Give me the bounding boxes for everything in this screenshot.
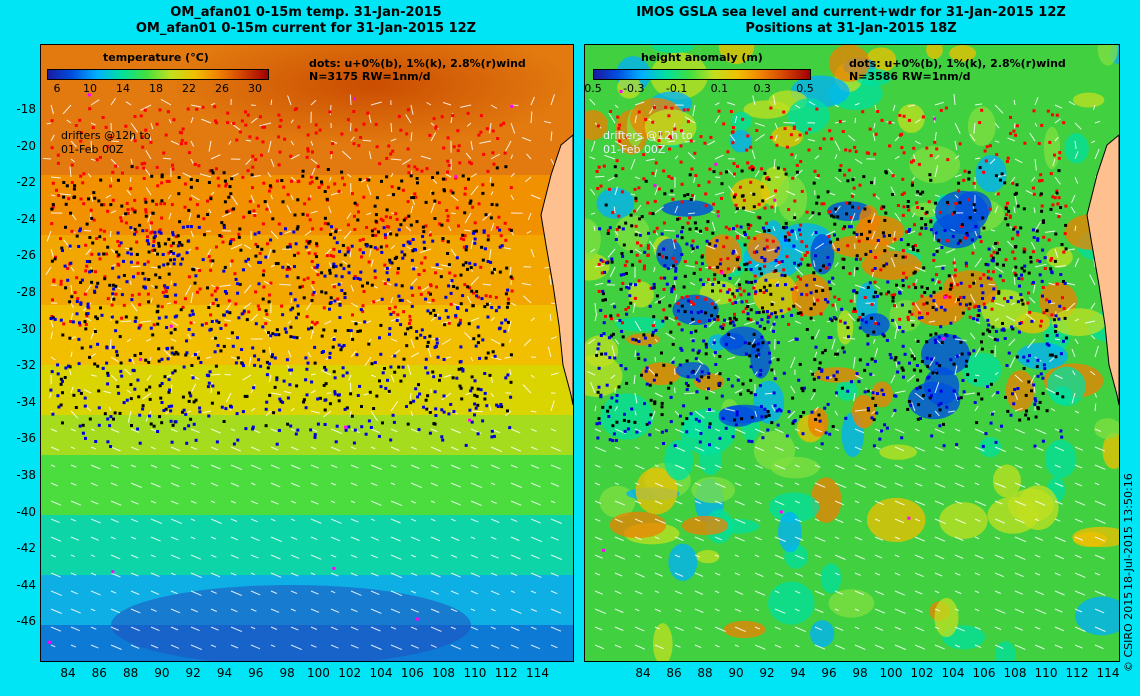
temperature-tick-label: 30	[248, 82, 262, 95]
longitude-tick-label: 106	[972, 666, 996, 680]
temperature-map-panel[interactable]: temperature (°C) 6 10 14 18 22 26 30 dots: u+0…	[40, 44, 574, 662]
longitude-tick-label: 112	[494, 666, 518, 680]
right-drifters-line1: drifters @12h to	[603, 129, 693, 142]
longitude-tick-label: 100	[306, 666, 330, 680]
left-drifters-line2: 01-Feb 00Z	[61, 143, 124, 156]
height-tick-label: -0.1	[665, 82, 688, 95]
longitude-tick-label: 104	[941, 666, 965, 680]
longitude-tick-label: 86	[666, 666, 682, 680]
right-title-line2: Positions at 31-Jan-2015 18Z	[745, 21, 957, 36]
temperature-tick-label: 18	[149, 82, 163, 95]
latitude-tick-label: -22	[16, 175, 36, 190]
right-count-text: N=3586 RW=1nm/d	[849, 70, 971, 83]
longitude-tick-label: 102	[338, 666, 362, 680]
left-dots-legend: dots: u+0%(b), 1%(k), 2.8%(r)wind	[309, 57, 526, 70]
longitude-tick-label: 106	[400, 666, 424, 680]
latitude-tick-label: -30	[16, 321, 36, 336]
longitude-tick-label: 88	[697, 666, 713, 680]
longitude-tick-label: 88	[122, 666, 139, 680]
longitude-tick-label: 110	[463, 666, 487, 680]
latitude-tick-label: -36	[16, 431, 36, 446]
latitude-tick-label: -38	[16, 468, 36, 482]
temperature-colorbar-label: temperature (°C)	[103, 51, 209, 64]
left-title-line2: OM_afan01 0-15m current for 31-Jan-2015 …	[135, 21, 477, 36]
longitude-tick-label: 98	[852, 666, 868, 680]
latitude-tick-label: -32	[16, 358, 36, 373]
temperature-tick-label: 10	[83, 82, 97, 95]
longitude-tick-label: 84	[60, 666, 76, 680]
left-count-text: N=3175 RW=1nm/d	[309, 70, 431, 83]
temperature-colorbar	[47, 69, 269, 80]
latitude-tick-label: -20	[16, 138, 36, 153]
height-tick-label: -0.3	[623, 82, 645, 95]
height-colorbar-label: height anomaly (m)	[641, 51, 763, 64]
longitude-tick-label: 94	[790, 666, 806, 680]
left-map-title: OM_afan01 0-15m temp. 31-Jan-2015 OM_afa…	[40, 5, 572, 37]
sea-level-map[interactable]	[585, 45, 1119, 661]
current-vectors	[43, 94, 563, 651]
height-colorbar	[593, 69, 811, 80]
right-title-line1: IMOS GSLA sea level and current+wdr for …	[636, 5, 1066, 20]
longitude-tick-label: 104	[369, 666, 393, 680]
longitude-tick-label: 90	[728, 666, 744, 680]
latitude-tick-label: -42	[16, 541, 36, 556]
right-dots-legend: dots: u+0%(b), 1%(k), 2.8%(r)wind	[849, 57, 1066, 70]
left-title-line1: OM_afan01 0-15m temp. 31-Jan-2015	[170, 5, 442, 20]
africa-land	[540, 134, 573, 406]
longitude-tick-label: 110	[1034, 666, 1058, 680]
longitude-tick-label: 90	[154, 666, 170, 680]
longitude-tick-label: 108	[1003, 666, 1027, 680]
left-drifters-line1: drifters @12h to	[61, 129, 151, 142]
longitude-tick-label: 86	[91, 666, 107, 680]
temperature-tick-label: 14	[116, 82, 130, 95]
longitude-tick-label: 98	[279, 666, 295, 680]
longitude-tick-label: 92	[185, 666, 201, 680]
height-tick-label: 0.5	[796, 82, 814, 95]
longitude-tick-label: 102	[910, 666, 934, 680]
longitude-tick-label: 114	[526, 666, 549, 680]
right-map-title: IMOS GSLA sea level and current+wdr for …	[584, 5, 1118, 37]
drifter-dots	[47, 93, 514, 644]
longitude-tick-label: 96	[248, 666, 264, 680]
longitude-tick-label: 96	[821, 666, 837, 680]
latitude-tick-label: -18	[16, 102, 36, 116]
latitude-tick-label: -40	[16, 504, 36, 519]
latitude-tick-label: -44	[16, 577, 36, 592]
latitude-tick-label: -46	[16, 614, 36, 629]
latitude-tick-label: -24	[16, 211, 36, 226]
latitude-tick-label: -26	[16, 248, 36, 263]
height-tick-label: 0.1	[710, 82, 729, 95]
temperature-tick-label: 6	[53, 82, 61, 95]
longitude-tick-label: 94	[216, 666, 233, 680]
temperature-tick-label: 26	[215, 82, 229, 95]
latitude-tick-label: -28	[16, 285, 36, 299]
temperature-tick-label: 22	[182, 82, 196, 95]
copyright-text: © CSIRO 2015	[1122, 591, 1135, 672]
longitude-tick-label: 108	[432, 666, 456, 680]
longitude-tick-label: 84	[635, 666, 651, 680]
longitude-tick-label: 100	[879, 666, 903, 680]
sea-level-map-panel[interactable]: height anomaly (m) -0.5 -0.3 -0.1 0.1 0.3 0.5…	[584, 44, 1120, 662]
longitude-tick-label: 114	[1096, 666, 1120, 680]
drifter-dots-right	[595, 90, 1068, 552]
longitude-tick-label: 92	[759, 666, 775, 680]
height-tick-label: -0.5	[584, 82, 602, 95]
right-drifters-line2: 01-Feb 00Z	[603, 143, 666, 156]
latitude-tick-label: -34	[16, 394, 36, 409]
height-tick-label: 0.3	[753, 82, 771, 95]
timestamp-text: 18-Jul-2015 13:50:16	[1122, 473, 1135, 590]
temperature-map[interactable]	[41, 45, 573, 661]
africa-land-right	[1086, 134, 1119, 406]
longitude-tick-label: 112	[1065, 666, 1089, 680]
